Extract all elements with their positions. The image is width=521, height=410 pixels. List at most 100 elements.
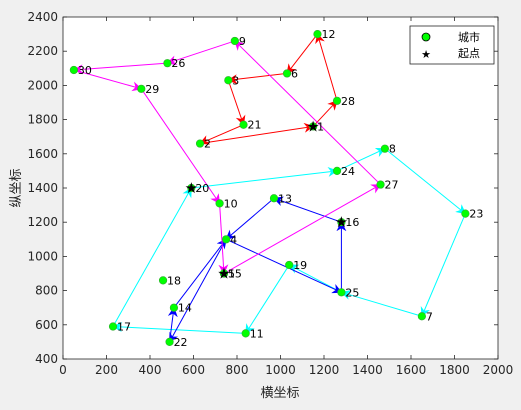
city-marker-22: [165, 337, 174, 347]
city-marker-19: [285, 260, 294, 270]
route-2-segment: [191, 166, 339, 189]
x-tick-label: 600: [182, 363, 205, 377]
city-marker-10: [215, 199, 224, 208]
city-label-16: 16: [345, 216, 359, 229]
route-1-segment: [227, 72, 288, 85]
y-tick-label: 2200: [27, 44, 58, 58]
city-label-5: 5: [228, 268, 235, 281]
y-tick-label: 1600: [27, 147, 58, 161]
legend-city-marker: [421, 32, 431, 42]
city-marker-14: [169, 303, 179, 312]
route-4-segment: [140, 88, 221, 205]
start-marker-1: ★: [306, 117, 319, 135]
city-labels: 1234567891011121314151617181920212223242…: [78, 28, 484, 349]
city-label-25: 25: [345, 286, 359, 299]
route-3-segment: [225, 238, 343, 294]
plot-area: [62, 16, 499, 360]
y-tick-label: 1800: [27, 113, 58, 127]
y-tick-label: 600: [35, 318, 58, 332]
city-marker-26: [163, 59, 172, 68]
city-marker-6: [282, 69, 292, 78]
city-marker-1: [309, 122, 318, 131]
city-label-8: 8: [389, 143, 396, 156]
route-3-segment: [169, 239, 227, 343]
city-label-17: 17: [117, 321, 131, 334]
city-marker-25: [337, 288, 346, 297]
route-3-segment: [173, 238, 227, 309]
route-4-segment: [223, 184, 382, 274]
city-label-4: 4: [230, 233, 237, 246]
y-tick-label: 1000: [27, 249, 58, 263]
city-label-23: 23: [469, 208, 483, 221]
city-label-12: 12: [321, 28, 335, 41]
city-marker-23: [461, 209, 470, 218]
x-tick-label: 800: [226, 363, 249, 377]
city-label-19: 19: [293, 259, 307, 272]
route-4-segment: [234, 40, 381, 185]
x-tick-label: 1200: [309, 363, 340, 377]
city-label-6: 6: [291, 67, 298, 80]
city-label-2: 2: [204, 138, 211, 151]
city-label-24: 24: [341, 165, 355, 178]
route-4-segment: [73, 69, 143, 92]
city-label-11: 11: [250, 327, 264, 340]
city-label-20: 20: [195, 182, 209, 195]
route-4-segment: [166, 40, 235, 66]
y-tick-label: 2000: [27, 78, 58, 92]
city-marker-8: [380, 144, 390, 153]
city-label-18: 18: [167, 274, 181, 287]
city-label-21: 21: [248, 119, 262, 132]
start-markers: ★ ★ ★ ★: [185, 117, 349, 282]
legend-box: [409, 25, 495, 65]
start-marker-2: ★: [185, 179, 198, 197]
city-marker-9: [230, 36, 239, 46]
city-marker-7: [417, 312, 426, 321]
city-label-30: 30: [78, 64, 92, 77]
route-3-segment: [167, 306, 178, 342]
route-2-segment: [340, 290, 423, 317]
route-2-segment: [112, 321, 246, 334]
legend: 城市 ★ 起点: [409, 25, 495, 65]
city-markers: [69, 29, 470, 347]
y-tick-label: 1200: [27, 215, 58, 229]
route-2-segment: [420, 213, 466, 318]
route-2-segment: [384, 148, 467, 215]
city-marker-18: [158, 276, 168, 285]
route-3-segment: [225, 197, 275, 240]
city-label-22: 22: [174, 336, 188, 349]
x-tick-label: 1800: [439, 363, 470, 377]
city-marker-12: [313, 29, 322, 39]
city-marker-20: [187, 183, 196, 193]
city-marker-29: [137, 84, 146, 93]
city-label-14: 14: [178, 302, 192, 315]
route-4-segment: [218, 203, 229, 275]
y-tick-label: 1400: [27, 181, 58, 195]
city-label-29: 29: [145, 83, 159, 96]
city-label-9: 9: [239, 35, 246, 48]
x-tick-label: 1000: [265, 363, 296, 377]
legend-start-marker: ★: [421, 48, 431, 61]
route-4-segment: [72, 62, 168, 75]
y-tick-label: 800: [35, 284, 58, 298]
route-1-segment: [227, 80, 246, 126]
route-1-segment: [286, 33, 318, 75]
city-marker-2: [195, 139, 205, 148]
x-tick-label: 0: [59, 363, 67, 377]
city-label-28: 28: [341, 95, 355, 108]
route-lines: [72, 33, 467, 343]
route-1-segment: [199, 122, 315, 145]
y-tick-label: 400: [35, 352, 58, 366]
city-marker-17: [108, 322, 118, 331]
city-label-7: 7: [426, 310, 433, 323]
city-marker-28: [332, 96, 342, 105]
city-label-13: 13: [278, 192, 292, 205]
city-label-26: 26: [171, 57, 185, 70]
city-marker-16: [337, 218, 346, 227]
city-marker-4: [222, 235, 231, 244]
x-tick-label: 1400: [352, 363, 383, 377]
city-label-27: 27: [385, 179, 399, 192]
route-2-segment: [112, 187, 192, 327]
city-marker-24: [332, 166, 342, 175]
city-marker-21: [239, 120, 248, 129]
